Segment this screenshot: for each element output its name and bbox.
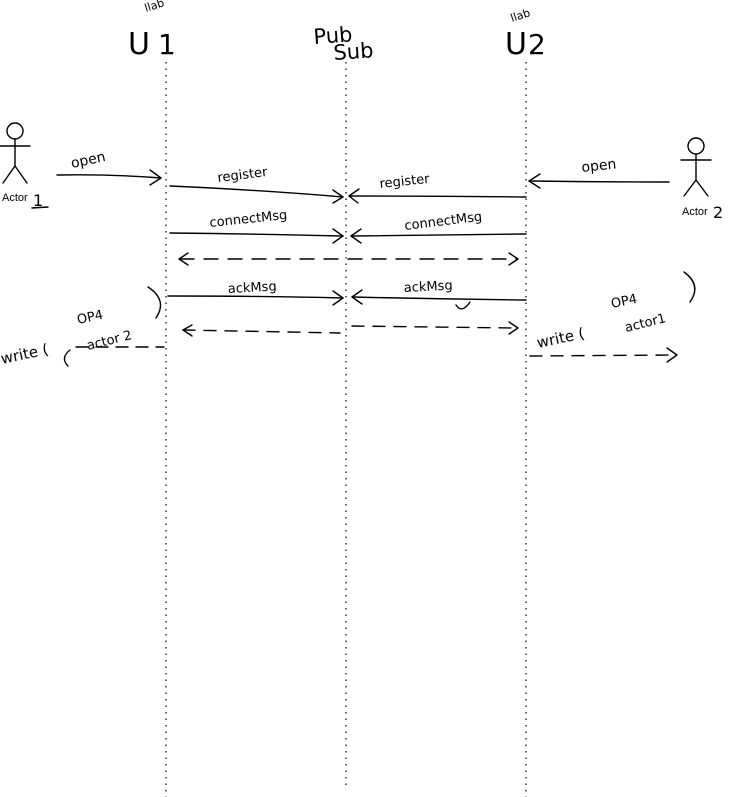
participant-pubsub: Pub Sub [313,22,375,65]
participant-collab2-name: U [505,27,527,62]
participant-pubsub-line1: Pub [313,22,354,49]
arrowhead-ack-return-right [508,321,519,335]
dashed-arrow-ack-return-right [351,325,518,329]
arrow-connect-1 [169,232,344,237]
message-open-actor1: open [56,149,162,186]
actor2-stick-figure-icon [680,137,712,197]
actor1-number: 1 [33,191,43,210]
label-open-actor1: open [70,149,108,172]
arrow-connect-2 [350,233,527,237]
message-register-1: register [169,165,344,204]
message-ack-return [182,321,519,337]
label-register-2: register [379,172,431,192]
arrowhead-connect-2 [350,228,362,244]
label-ack-2-tail [455,301,471,310]
arrow-register-1 [169,185,344,198]
arrowhead-ack-return-left [182,324,193,337]
message-ack-2: ackMsg [351,278,527,310]
label-write-actor2-top: OP4 [610,292,639,312]
arrowhead-register-1 [332,189,344,204]
participant-pubsub-line2: Sub [333,38,375,65]
message-write-actor2: write ( OP4 actor1 [529,271,696,363]
arrowhead-ack-1 [332,290,344,306]
arrowhead-register-2 [348,188,360,204]
actor1: Actor 1 [0,122,49,210]
actor2: Actor 2 [680,137,723,222]
participant-collab2: U llab 2 [505,6,546,62]
message-write-actor1: write ( OP4 actor 2 [0,286,165,368]
label-write-actor2-bottom: actor1 [623,311,667,336]
arrowhead-ack-2 [351,289,363,305]
participant-collab1-superscript: llab [143,0,166,15]
message-connect-1: connectMsg [169,208,344,244]
participant-collab2-number: 2 [528,28,546,61]
message-register-2: register [348,172,527,204]
actor2-label: Actor [682,206,708,218]
participant-collab1-number: 1 [158,28,176,61]
arrowhead-connect-return-right [508,252,519,266]
dashed-arrow-ack-return-left [182,329,341,334]
arrow-open-actor2 [528,180,670,183]
actor1-underline [31,206,49,209]
label-register-1: register [217,165,269,186]
participant-collab1-name: U [128,27,150,62]
label-connect-1: connectMsg [209,208,288,231]
label-write-actor1-top: OP4 [76,308,105,328]
arrow-open-actor1 [56,174,162,179]
arrowhead-connect-1 [332,228,344,244]
label-write-actor1-close-paren [147,286,162,319]
label-write-actor1-bottom: actor 2 [85,328,133,354]
label-ack-2: ackMsg [403,278,453,296]
arrowhead-write-actor2 [666,347,678,363]
message-ack-1: ackMsg [167,279,344,306]
message-open-actor2: open [528,156,670,189]
arrow-ack-1 [167,295,344,299]
label-open-actor2: open [581,156,617,176]
message-connect-2: connectMsg [350,210,527,244]
label-write-actor1-prefix: write ( [0,340,50,368]
dashed-arrow-write-actor2 [529,354,677,357]
arrowhead-connect-return-left [178,252,189,266]
label-ack-1: ackMsg [227,279,277,297]
label-write-actor2-prefix: write ( [535,324,586,352]
actor2-number: 2 [713,203,723,222]
arrow-register-2 [348,195,527,198]
actor1-stick-figure-icon [0,122,31,184]
arrowhead-write-actor1 [63,349,71,367]
actor1-label: Actor [2,192,28,204]
message-connect-return [178,252,519,266]
label-write-actor2-close-paren [683,271,696,303]
participant-collab1: U llab 1 [128,0,176,62]
participant-collab2-superscript: llab [509,6,532,24]
arrow-ack-2 [351,296,527,301]
label-connect-2: connectMsg [404,210,483,234]
arrowhead-open-actor1 [149,169,162,186]
arrowhead-open-actor2 [528,173,541,189]
